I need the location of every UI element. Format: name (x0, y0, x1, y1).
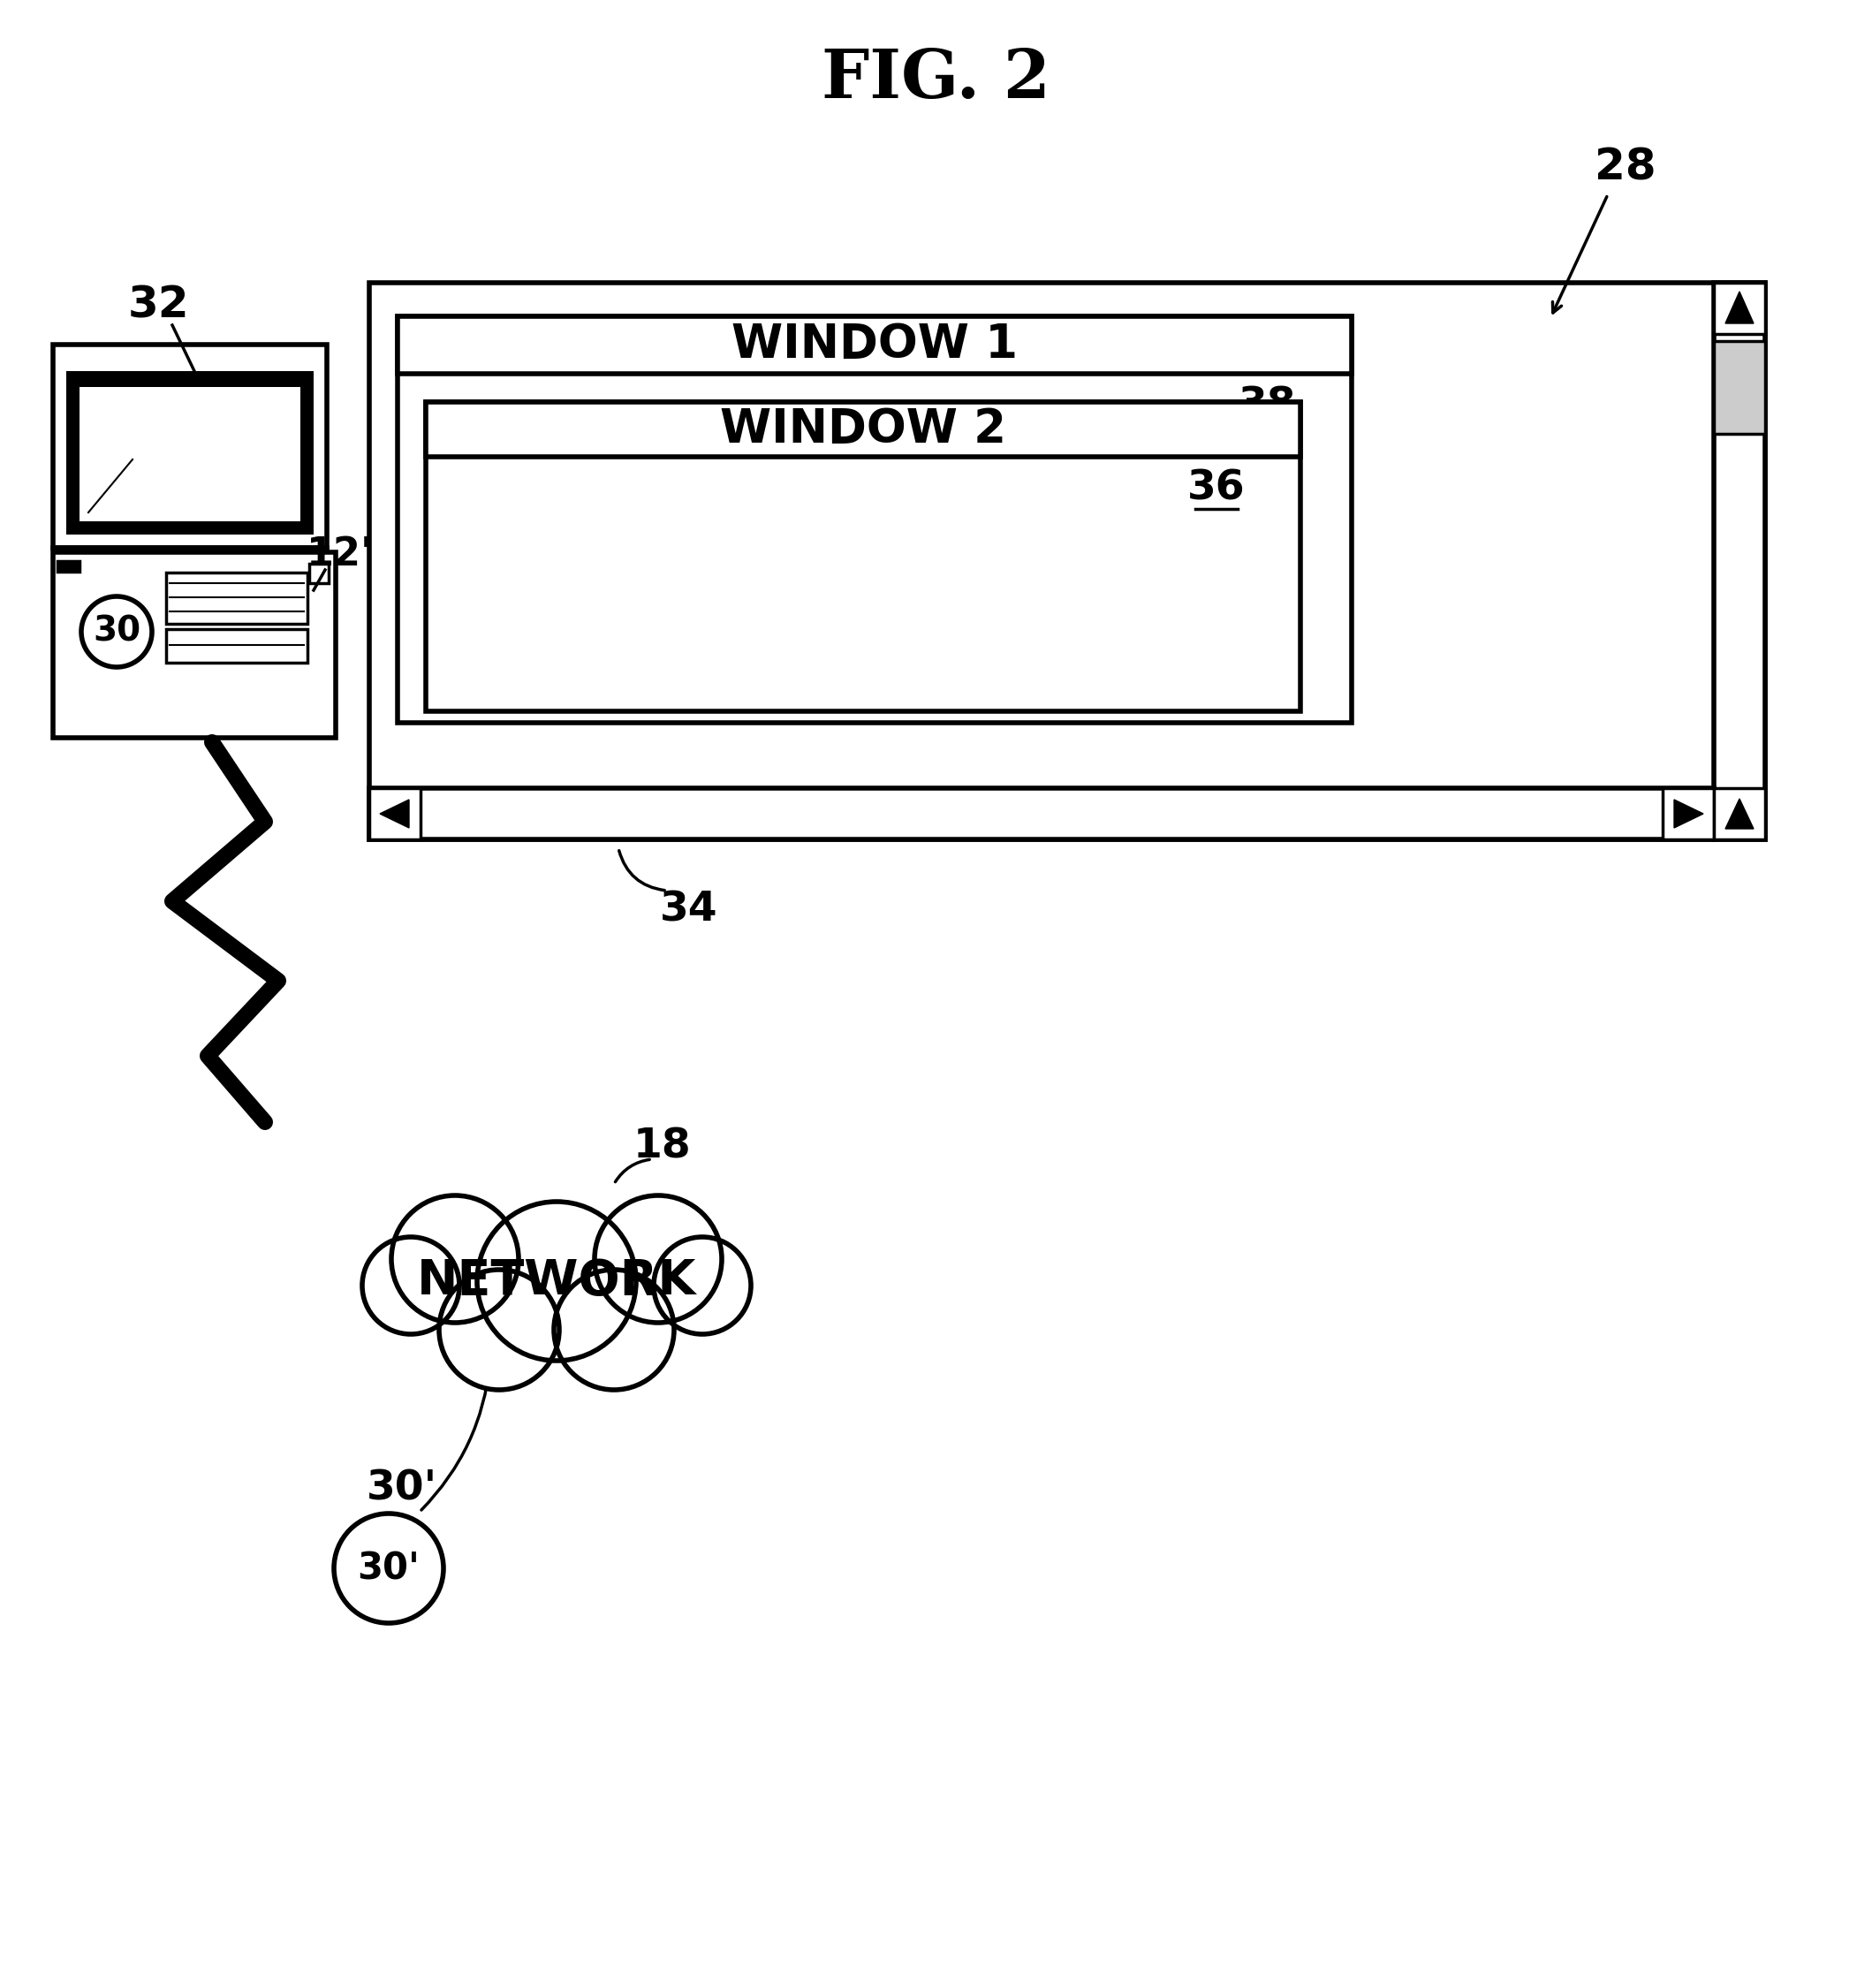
Circle shape (80, 596, 152, 668)
Bar (425, 402, 1301, 457)
Text: 30: 30 (94, 614, 140, 648)
Circle shape (391, 1195, 519, 1322)
Text: 28: 28 (1595, 147, 1657, 189)
Bar (167, 628, 307, 662)
Circle shape (477, 1201, 636, 1360)
Circle shape (554, 1270, 674, 1390)
Bar (369, 787, 1715, 839)
Bar (1715, 787, 1765, 839)
Text: WINDOW 1: WINDOW 1 (732, 322, 1018, 368)
Polygon shape (1726, 292, 1754, 324)
Bar (1715, 282, 1765, 334)
Text: 30': 30' (367, 1469, 438, 1509)
Text: 32: 32 (129, 284, 189, 326)
Circle shape (595, 1195, 723, 1322)
Circle shape (333, 1513, 444, 1622)
Bar (1715, 342, 1765, 433)
Text: 30': 30' (358, 1551, 419, 1586)
Bar (1715, 282, 1765, 839)
Bar (1662, 787, 1715, 839)
Bar (52, 553, 335, 738)
Text: 34: 34 (661, 891, 719, 930)
Text: 36: 36 (1187, 469, 1245, 509)
Bar (66, 372, 314, 535)
Bar (425, 402, 1301, 712)
Text: WINDOW 2: WINDOW 2 (721, 406, 1007, 453)
Polygon shape (1726, 799, 1754, 829)
Text: 12': 12' (307, 537, 374, 575)
Circle shape (361, 1237, 459, 1334)
Bar (397, 316, 1352, 724)
Text: FIG. 2: FIG. 2 (822, 48, 1050, 111)
Bar (52, 344, 328, 549)
Bar (397, 316, 1352, 374)
Polygon shape (1674, 799, 1704, 827)
Text: NETWORK: NETWORK (417, 1256, 696, 1304)
Polygon shape (380, 799, 408, 827)
Text: 38: 38 (1239, 386, 1297, 425)
Bar (58, 561, 79, 573)
Bar (369, 282, 1765, 839)
Bar (309, 565, 329, 582)
Text: 18: 18 (633, 1127, 691, 1167)
Circle shape (440, 1270, 560, 1390)
Bar (167, 573, 307, 624)
Bar (369, 787, 421, 839)
Bar (79, 388, 300, 521)
Circle shape (653, 1237, 751, 1334)
